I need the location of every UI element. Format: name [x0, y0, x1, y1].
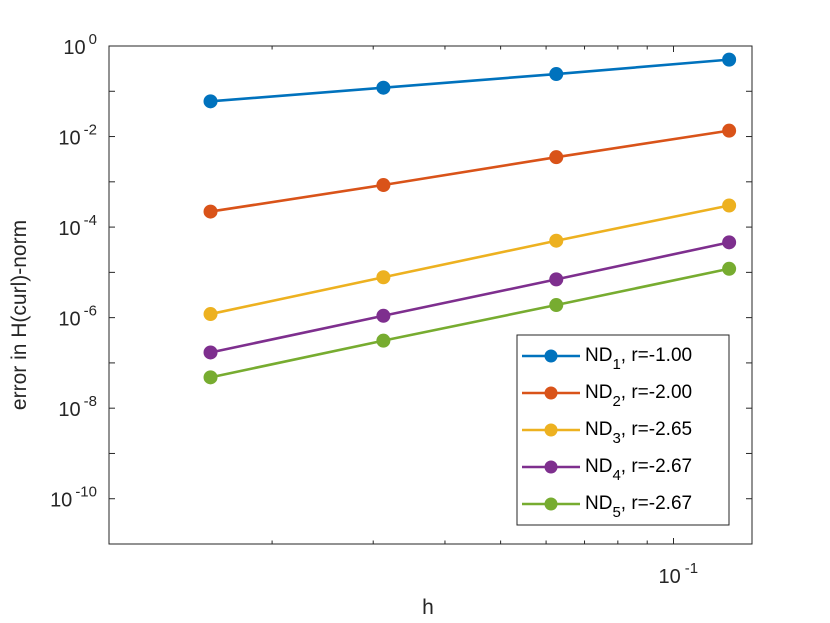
legend-swatch-marker — [544, 386, 558, 400]
legend-subscript: 2 — [612, 393, 620, 410]
data-point — [203, 94, 218, 109]
legend-label: ND2, r=-2.00 — [585, 382, 692, 410]
data-point — [549, 150, 564, 165]
y-tick-label-base: 10 — [58, 309, 80, 331]
y-tick-label-exp: -4 — [84, 212, 97, 229]
x-axis-label: h — [422, 596, 434, 619]
y-tick-label-base: 10 — [63, 37, 85, 59]
y-tick-label-base: 10 — [50, 490, 72, 512]
y-tick-label-exp: -8 — [84, 393, 97, 410]
data-point — [376, 178, 391, 193]
data-point — [549, 298, 564, 313]
y-tick-label: 10 -4 — [58, 212, 97, 240]
y-tick-label: 10 -6 — [58, 303, 97, 331]
y-axis-label: error in H(curl)-norm — [8, 220, 31, 410]
major-ticks — [109, 45, 752, 545]
data-point — [549, 67, 564, 82]
legend-entry: ND2, r=-2.00 — [522, 382, 692, 410]
data-point — [203, 345, 218, 360]
x-tick-label-exp: -1 — [685, 560, 698, 577]
data-point — [722, 123, 737, 138]
legend-name: ND — [585, 345, 612, 366]
legend-entry: ND1, r=-1.00 — [522, 345, 692, 373]
series-line — [210, 129, 730, 213]
legend-entry: ND3, r=-2.65 — [522, 419, 692, 447]
legend-name: ND — [585, 493, 612, 514]
y-tick-label-exp: -10 — [75, 484, 97, 501]
data-point — [376, 80, 391, 95]
y-tick-label: 10 -2 — [58, 122, 97, 150]
legend-subscript: 5 — [612, 504, 620, 521]
series-ND3 — [203, 198, 737, 322]
x-tick-label: 10 -1 — [658, 560, 698, 588]
series-ND5 — [203, 261, 737, 385]
data-point — [203, 204, 218, 219]
y-tick-label-base: 10 — [58, 399, 80, 421]
legend-label: ND1, r=-1.00 — [585, 345, 692, 373]
legend-subscript: 1 — [612, 356, 620, 373]
legend-name: ND — [585, 419, 612, 440]
y-tick-label: 10 -10 — [50, 484, 97, 512]
legend-subscript: 3 — [612, 430, 620, 447]
y-tick-label-exp: 0 — [89, 31, 97, 48]
legend-subscript: 4 — [612, 467, 620, 484]
series-ND4 — [203, 235, 737, 360]
legend-swatch-marker — [544, 497, 558, 511]
data-point — [376, 308, 391, 323]
legend-rate: , r=-2.00 — [621, 382, 692, 403]
series-line — [210, 204, 730, 316]
minor-ticks — [271, 46, 648, 544]
series-ND1 — [203, 52, 737, 109]
data-point — [203, 307, 218, 322]
legend-entry: ND4, r=-2.67 — [522, 456, 692, 484]
data-point — [549, 272, 564, 287]
legend-rate: , r=-2.65 — [621, 419, 692, 440]
series-ND2 — [203, 123, 737, 219]
data-point — [376, 333, 391, 348]
legend-rate: , r=-2.67 — [621, 456, 692, 477]
y-tick-label-base: 10 — [58, 218, 80, 240]
series-line — [210, 58, 730, 103]
legend-name: ND — [585, 382, 612, 403]
data-point — [549, 233, 564, 248]
y-tick-label-exp: -2 — [84, 122, 97, 139]
legend-label: ND5, r=-2.67 — [585, 493, 692, 521]
legend-label: ND3, r=-2.65 — [585, 419, 692, 447]
legend-swatch-marker — [544, 349, 558, 363]
data-point — [722, 52, 737, 67]
legend-label: ND4, r=-2.67 — [585, 456, 692, 484]
data-point — [722, 198, 737, 213]
y-tick-label-base: 10 — [58, 128, 80, 150]
legend-entry: ND5, r=-2.67 — [522, 493, 692, 521]
y-tick-label: 10 0 — [63, 31, 97, 59]
x-tick-label-base: 10 — [658, 566, 680, 588]
data-point — [722, 235, 737, 250]
y-tick-label: 10 -8 — [58, 393, 97, 421]
series-layer — [203, 52, 737, 385]
series-line — [210, 241, 730, 354]
legend-name: ND — [585, 456, 612, 477]
data-point — [376, 270, 391, 285]
y-tick-label-exp: -6 — [84, 303, 97, 320]
data-point — [203, 370, 218, 385]
legend-rate: , r=-1.00 — [621, 345, 692, 366]
series-line — [210, 267, 730, 379]
legend-rate: , r=-2.67 — [621, 493, 692, 514]
legend-swatch-marker — [544, 460, 558, 474]
data-point — [722, 261, 737, 276]
plot-frame — [108, 45, 753, 545]
legend-swatch-marker — [544, 423, 558, 437]
